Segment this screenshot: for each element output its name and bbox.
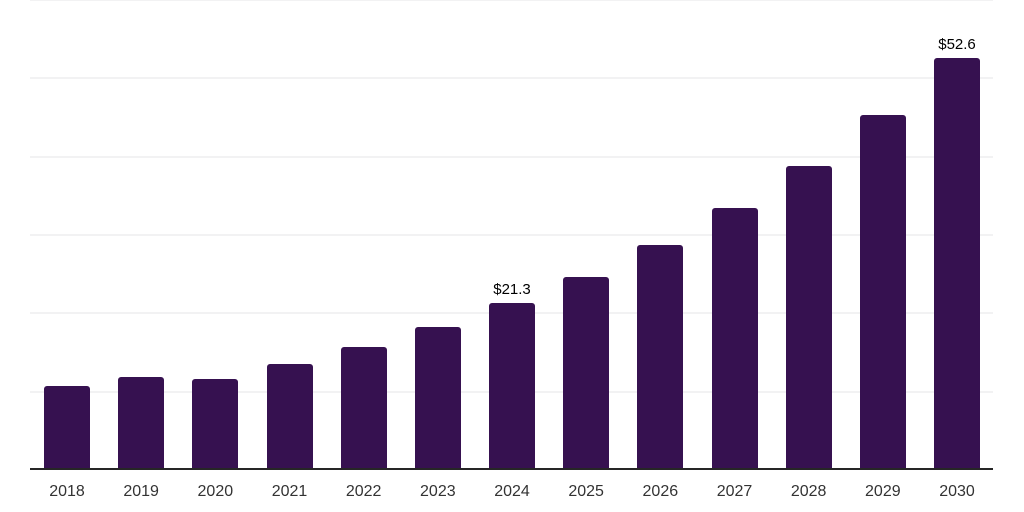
x-tick-label-2020: 2020: [197, 483, 234, 500]
x-tick-label-2025: 2025: [568, 483, 604, 500]
gridline-50: [30, 77, 993, 80]
bar-2029: [859, 115, 906, 468]
bar-2026: [637, 245, 684, 468]
x-tick-label-2030: 2030: [939, 483, 975, 500]
bar-2027: [711, 208, 758, 468]
x-tick-label-2029: 2029: [865, 483, 901, 500]
x-tick-label-2028: 2028: [790, 483, 827, 500]
x-tick-label-2027: 2027: [716, 483, 753, 500]
gridline-40: [30, 155, 993, 158]
bar-2030: [934, 57, 980, 468]
bar-2018: [44, 386, 90, 468]
bar-2022: [340, 347, 387, 468]
bar-2024: [489, 303, 535, 468]
bar-2019: [118, 376, 165, 468]
bar-2021: [266, 364, 313, 468]
x-tick-label-2021: 2021: [271, 483, 308, 500]
x-tick-label-2026: 2026: [642, 483, 679, 500]
gridline-30: [30, 234, 993, 236]
plot-area: $21.3 $52.6: [30, 0, 993, 470]
bar-2020: [192, 379, 239, 468]
gridline-60: [30, 0, 993, 1]
bar-value-label-2030: $52.6: [938, 35, 976, 53]
bar-2023: [414, 326, 461, 468]
x-axis-line: [30, 468, 993, 470]
bar-2025: [563, 277, 610, 468]
x-tick-label-2024: 2024: [494, 483, 530, 500]
x-tick-label-2019: 2019: [123, 483, 159, 500]
bar-value-label-2024: $21.3: [493, 281, 531, 299]
x-tick-label-2022: 2022: [345, 483, 382, 500]
x-tick-label-2023: 2023: [420, 483, 456, 500]
bar-2028: [785, 166, 832, 468]
x-tick-label-2018: 2018: [49, 483, 85, 500]
